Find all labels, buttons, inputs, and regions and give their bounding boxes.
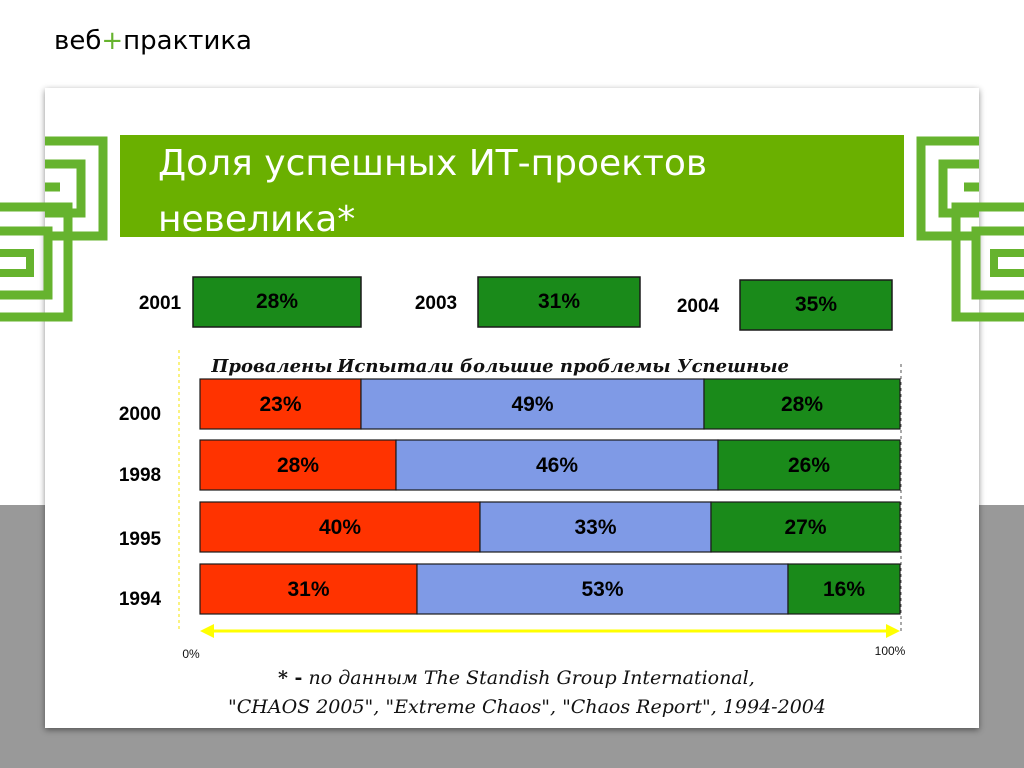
- bar-segment: [710, 501, 901, 553]
- bar-segment: [717, 439, 901, 491]
- logo-plus: +: [101, 26, 124, 56]
- slide-title: Доля успешных ИТ-проектов невелика*: [158, 143, 708, 240]
- bar-value-label: 28%: [781, 393, 823, 416]
- bar-value-label: 28%: [277, 454, 319, 477]
- footnote-line-2: "CHAOS 2005", "Extreme Chaos", "Chaos Re…: [228, 696, 826, 718]
- logo: веб+практика: [54, 26, 252, 56]
- box-value-label: 35%: [795, 293, 837, 316]
- bar-segment: [787, 563, 901, 615]
- row-year-label: 2000: [119, 404, 161, 425]
- range-arrow-left-head: [200, 624, 214, 638]
- row-year-label: 1994: [119, 589, 162, 610]
- box-year-label: 2003: [415, 293, 457, 314]
- bar-value-label: 46%: [536, 454, 578, 477]
- box-2001: [192, 276, 362, 328]
- bar-value-label: 33%: [574, 516, 616, 539]
- bar-value-label: 49%: [511, 393, 553, 416]
- left-key-ornament: [0, 136, 108, 322]
- footnote-line-1: * - по данным The Standish Group Interna…: [228, 664, 826, 693]
- logo-left: веб: [54, 26, 102, 56]
- bar-segment: [199, 439, 397, 491]
- axis-min-label: 0%: [182, 647, 200, 661]
- bar-value-label: 16%: [823, 578, 865, 601]
- bar-value-label: 31%: [287, 578, 329, 601]
- footnote-mark: * -: [278, 667, 303, 689]
- bar-value-label: 27%: [784, 516, 826, 539]
- row-year-label: 1995: [119, 529, 162, 550]
- legend-label: Провалены: [210, 356, 332, 377]
- row-year-label: 1998: [119, 465, 161, 486]
- box-2004: [739, 279, 893, 331]
- footnote: * - по данным The Standish Group Interna…: [228, 664, 826, 722]
- bar-segment: [479, 501, 712, 553]
- box-year-label: 2004: [677, 296, 720, 317]
- footnote-source: по данным The Standish Group Internation…: [308, 667, 755, 689]
- bar-segment: [199, 501, 481, 553]
- box-year-label: 2001: [139, 293, 182, 314]
- axis-max-label: 100%: [875, 644, 906, 658]
- bar-segment: [703, 378, 901, 430]
- stacked-bars: Провалены Испытали большие проблемы Успешн…: [119, 350, 906, 661]
- legend-label: Испытали большие проблемы: [336, 356, 670, 377]
- title-bar: [120, 135, 904, 237]
- box-value-label: 28%: [256, 290, 298, 313]
- bar-segment: [416, 563, 789, 615]
- legend-label: Успешные: [677, 356, 789, 377]
- bar-segment: [360, 378, 705, 430]
- box-2003: [477, 276, 641, 328]
- success-by-year-boxes: 2001 28% 2003 31% 2004 35%: [139, 276, 893, 331]
- bar-value-label: 53%: [581, 578, 623, 601]
- right-key-ornament: [916, 136, 1024, 322]
- bar-value-label: 40%: [319, 516, 361, 539]
- box-value-label: 31%: [538, 290, 580, 313]
- bar-segment: [199, 378, 362, 430]
- logo-right: практика: [123, 26, 252, 56]
- range-arrow-right-head: [886, 624, 900, 638]
- bar-value-label: 26%: [788, 454, 830, 477]
- bar-value-label: 23%: [259, 393, 301, 416]
